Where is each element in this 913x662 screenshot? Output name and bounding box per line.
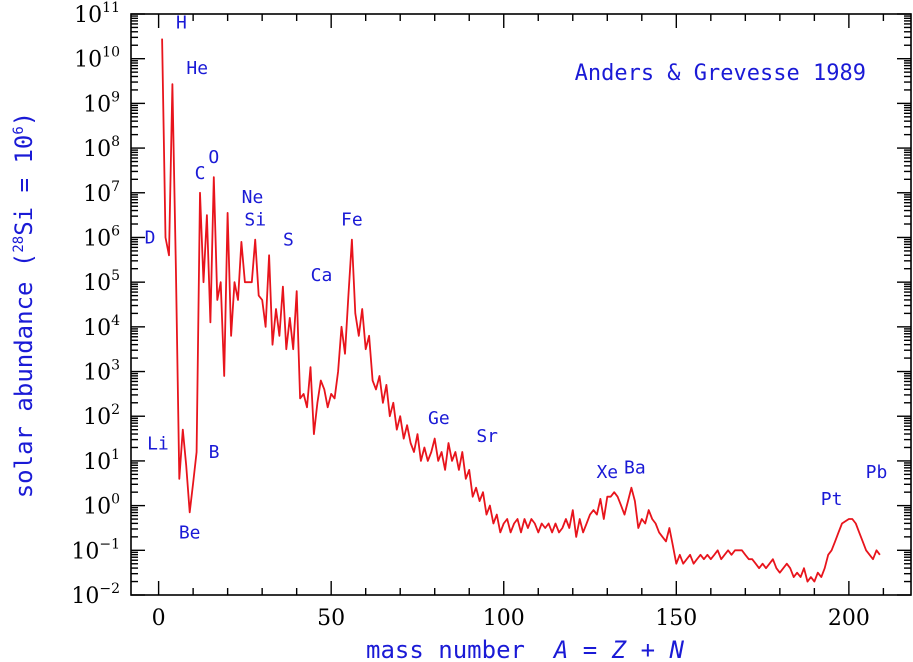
x-axis-label: mass number A = Z + N (366, 636, 684, 662)
y-axis-label-mid: Si = 10 (10, 135, 38, 236)
x-axis-label-z: Z (611, 636, 627, 662)
chart-title: Anders & Grevesse 1989 (575, 61, 866, 86)
y-tick-label: 108 (83, 134, 120, 162)
x-tick-label: 0 (152, 606, 166, 631)
element-label-c: C (195, 163, 206, 184)
y-tick-label: 109 (83, 89, 120, 117)
y-axis-label-isotope: 28 (11, 236, 27, 253)
element-label-sr: Sr (476, 426, 498, 447)
y-tick-label: 10−1 (71, 536, 120, 564)
element-label-d: D (145, 227, 156, 248)
plot-frame (130, 13, 912, 596)
x-tick-label: 100 (483, 606, 525, 631)
element-label-pb: Pb (866, 462, 888, 483)
x-axis-label-n: N (669, 636, 685, 662)
element-label-li: Li (147, 434, 169, 455)
y-tick-label: 1011 (74, 0, 120, 28)
element-label-si: Si (244, 210, 266, 231)
x-tick-label: 150 (655, 606, 697, 631)
element-label-ba: Ba (624, 458, 646, 479)
y-tick-label: 101 (83, 447, 120, 475)
y-tick-label: 107 (83, 179, 120, 207)
y-tick-label: 105 (83, 268, 120, 296)
element-label-he: He (186, 58, 208, 79)
y-tick-label: 106 (83, 223, 120, 251)
y-tick-label: 104 (83, 313, 120, 341)
element-label-fe: Fe (341, 210, 363, 231)
y-tick-label: 103 (83, 358, 120, 386)
y-tick-label: 100 (83, 492, 120, 520)
x-axis-label-eq: = (568, 636, 611, 662)
element-label-b: B (209, 442, 220, 463)
y-axis: 10−2 10−1 100 101 102 103 104 105 106 107 108 109 10… (71, 0, 911, 609)
y-axis-label: solar abundance (28Si = 106) (10, 112, 38, 499)
element-label-xe: Xe (596, 462, 618, 483)
x-axis-label-prefix: mass number (366, 636, 554, 662)
x-tick-label: 50 (317, 606, 345, 631)
element-label-ge: Ge (428, 408, 450, 429)
x-tick-label: 200 (828, 606, 870, 631)
y-tick-label: 10−2 (71, 581, 120, 609)
element-label-pt: Pt (821, 489, 843, 510)
abundance-series-line (161, 38, 881, 583)
element-label-s: S (283, 229, 294, 250)
element-label-h: H (176, 13, 187, 34)
element-label-ne: Ne (242, 187, 264, 208)
y-tick-label: 102 (83, 402, 120, 430)
x-axis: 0 50 100 150 200 (152, 14, 885, 631)
y-axis-label-exp: 6 (11, 126, 27, 134)
y-axis-label-prefix: solar abundance ( (10, 253, 38, 499)
y-tick-label: 1010 (74, 45, 120, 73)
element-label-o: O (208, 147, 219, 168)
x-axis-label-a: A (552, 636, 568, 662)
y-axis-label-close: ) (10, 112, 38, 126)
element-label-be: Be (179, 522, 201, 543)
element-label-ca: Ca (311, 265, 333, 286)
x-axis-label-plus: + (626, 636, 669, 662)
